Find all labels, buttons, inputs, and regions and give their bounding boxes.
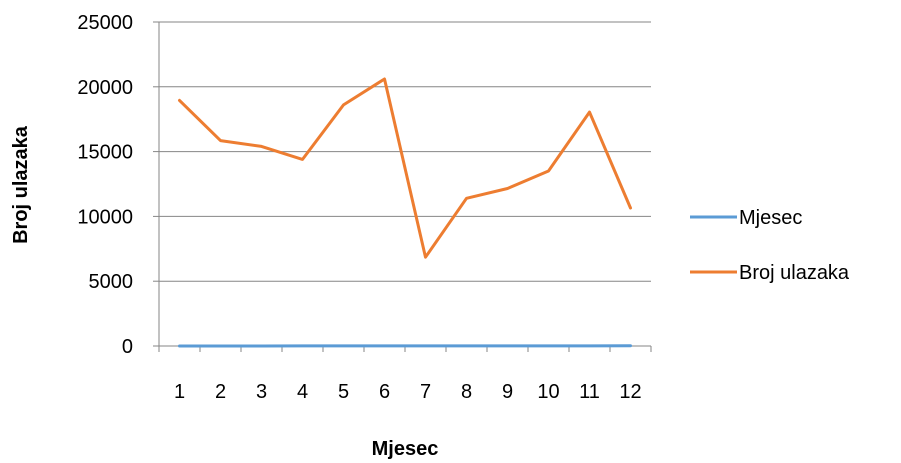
y-tick-label: 15000 (77, 142, 133, 164)
y-axis-title: Broj ulazaka (10, 125, 32, 244)
x-tick-label: 9 (502, 381, 513, 403)
x-tick-label: 8 (461, 381, 472, 403)
x-tick-label: 3 (256, 381, 267, 403)
x-tick-label: 7 (420, 381, 431, 403)
x-tick-label: 5 (338, 381, 349, 403)
x-tick-label: 12 (619, 381, 641, 403)
x-tick-label: 10 (537, 381, 559, 403)
y-tick-label: 10000 (77, 206, 133, 228)
y-tick-label: 25000 (77, 12, 133, 34)
legend-label: Broj ulazaka (739, 262, 850, 284)
legend: Mjesec Broj ulazaka (690, 207, 850, 284)
legend-label: Mjesec (739, 207, 802, 229)
series-line (178, 77, 632, 259)
x-tick-label: 4 (297, 381, 308, 403)
series-lines (178, 77, 632, 348)
gridlines (159, 21, 651, 282)
axes (153, 21, 652, 352)
x-axis-title: Mjesec (372, 438, 439, 460)
y-tick-label: 0 (122, 336, 133, 358)
x-tick-label: 6 (379, 381, 390, 403)
x-tick-label: 11 (579, 381, 600, 403)
y-tick-label: 5000 (89, 271, 134, 293)
x-tick-label: 1 (174, 381, 185, 403)
y-tick-label: 20000 (77, 77, 133, 99)
x-tick-label: 2 (215, 381, 226, 403)
